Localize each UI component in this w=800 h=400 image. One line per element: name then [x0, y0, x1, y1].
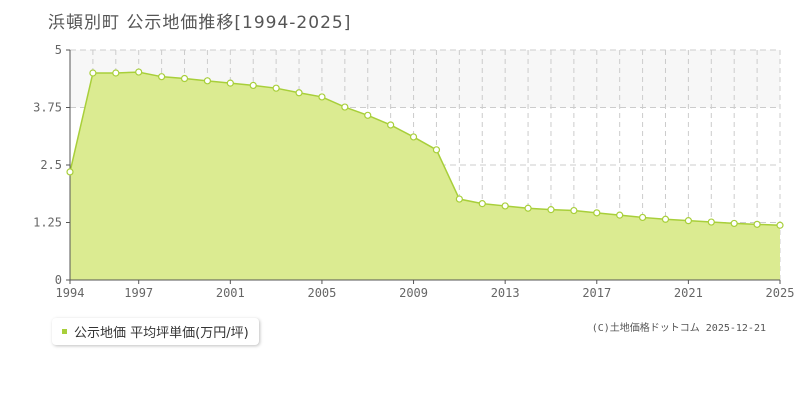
data-point — [89, 69, 97, 77]
data-point — [272, 84, 280, 92]
data-point — [593, 209, 601, 217]
data-point — [112, 69, 120, 77]
data-point — [730, 219, 738, 228]
x-tick-label: 2009 — [399, 286, 428, 300]
x-tick-label: 2021 — [674, 286, 703, 300]
data-point — [501, 202, 509, 210]
legend-swatch — [62, 329, 67, 334]
data-point — [478, 200, 486, 208]
data-point — [203, 77, 212, 85]
credit-text: (C)土地価格ドットコム 2025-12-21 — [591, 323, 766, 334]
data-point — [776, 221, 784, 229]
legend: 公示地価 平均坪単価(万円/坪) — [52, 318, 259, 345]
data-point — [661, 215, 670, 223]
data-point — [455, 195, 463, 203]
y-tick-label: 0 — [55, 273, 62, 287]
x-tick-label: 2005 — [307, 286, 336, 300]
data-point — [753, 220, 761, 228]
data-point — [432, 146, 441, 154]
data-point — [249, 81, 257, 90]
data-point — [707, 218, 715, 226]
data-point — [409, 133, 418, 141]
data-point — [135, 68, 143, 76]
data-point — [158, 73, 166, 81]
data-point — [684, 217, 692, 225]
legend-label: 公示地価 平均坪単価(万円/坪) — [74, 326, 249, 341]
data-point — [341, 103, 349, 111]
data-point — [570, 206, 578, 215]
series-line — [69, 71, 781, 227]
data-point — [547, 206, 555, 214]
x-tick-label: 2001 — [216, 286, 245, 300]
data-point — [364, 111, 372, 119]
chart-title: 浜頓別町 公示地価推移[1994-2025] — [48, 13, 352, 33]
data-point — [616, 211, 624, 219]
y-tick-label: 3.75 — [33, 101, 62, 115]
y-tick-label: 1.25 — [33, 216, 62, 230]
y-tick-label: 5 — [55, 43, 62, 57]
x-tick-label: 2017 — [582, 286, 611, 300]
data-point — [318, 93, 326, 101]
y-tick-label: 2.5 — [40, 158, 62, 172]
data-point — [226, 79, 234, 87]
data-point — [638, 213, 647, 222]
data-point — [295, 89, 303, 97]
data-point — [524, 204, 532, 212]
x-tick-label: 1997 — [124, 286, 153, 300]
x-tick-label: 1994 — [56, 286, 85, 300]
data-point — [387, 121, 395, 129]
x-tick-label: 2013 — [491, 286, 520, 300]
series-area — [70, 72, 780, 280]
data-point — [180, 74, 189, 83]
data-point — [66, 168, 74, 176]
x-tick-label: 2025 — [766, 286, 795, 300]
